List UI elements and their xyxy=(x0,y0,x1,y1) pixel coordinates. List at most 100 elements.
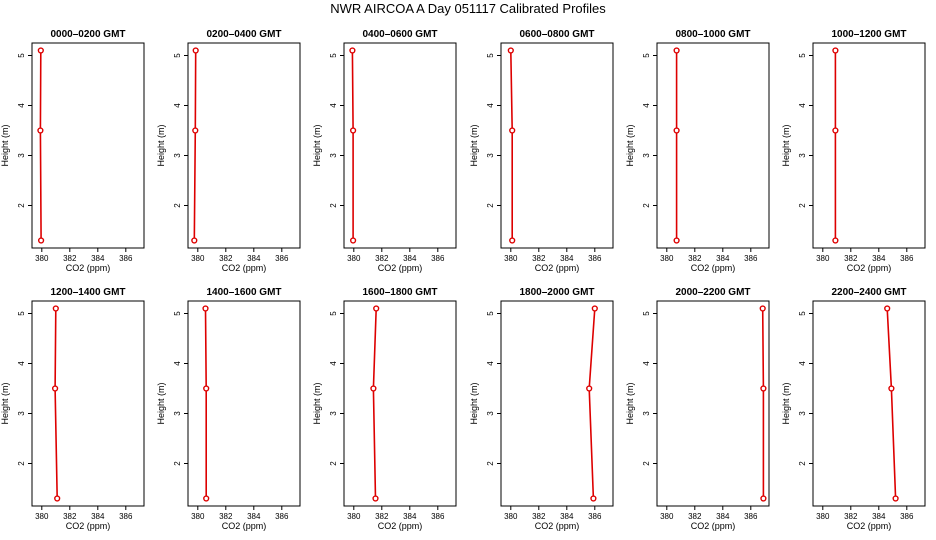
y-tick-label: 4 xyxy=(173,103,182,108)
y-tick-label: 3 xyxy=(329,153,338,158)
x-tick-label: 380 xyxy=(35,512,49,521)
y-tick-label: 5 xyxy=(173,311,182,316)
profile-point xyxy=(54,495,61,502)
profile-panel-11: 2000–2200 GMT 380 382 384 386 CO2 (ppm) 2 3 4 5 He… xyxy=(625,287,770,531)
y-tick-label: 5 xyxy=(798,311,807,316)
profile-point xyxy=(37,237,45,244)
profile-panel-9: 1600–1800 GMT 380 382 384 386 CO2 (ppm) 2 3 4 5 He… xyxy=(312,287,457,531)
y-tick-label: 5 xyxy=(642,53,651,58)
panel-title: 1400–1600 GMT xyxy=(206,287,281,298)
x-axis-label: CO2 (ppm) xyxy=(847,521,892,531)
profile-point xyxy=(760,385,767,392)
plot-frame xyxy=(500,42,614,249)
profile-line xyxy=(54,308,58,499)
plot-frame xyxy=(656,300,770,507)
profile-point xyxy=(509,237,516,244)
x-tick-label: 384 xyxy=(560,512,574,521)
y-tick-label: 4 xyxy=(486,361,495,366)
plot-frame xyxy=(343,42,457,249)
x-tick-label: 382 xyxy=(63,512,77,521)
profile-point xyxy=(832,237,839,244)
x-tick-label: 384 xyxy=(91,254,105,263)
x-tick-label: 384 xyxy=(403,254,417,263)
y-tick-label: 5 xyxy=(17,311,26,316)
y-axis-label: Height (m) xyxy=(781,124,791,166)
x-tick-label: 382 xyxy=(844,254,858,263)
x-tick-label: 386 xyxy=(275,254,289,263)
y-tick-label: 5 xyxy=(329,311,338,316)
x-tick-label: 384 xyxy=(247,254,261,263)
profile-point xyxy=(203,495,210,502)
profile-panel-1: 0000–0200 GMT 380 382 384 386 CO2 (ppm) 2 3 4 5 He… xyxy=(0,29,145,273)
profile-panel-3: 0400–0600 GMT 380 382 384 386 CO2 (ppm) 2 3 4 5 He… xyxy=(312,29,457,273)
y-tick-label: 4 xyxy=(642,361,651,366)
y-tick-label: 3 xyxy=(642,411,651,416)
y-tick-label: 2 xyxy=(329,203,338,208)
profile-point xyxy=(673,127,680,134)
x-tick-label: 380 xyxy=(504,254,518,263)
y-axis-label: Height (m) xyxy=(469,382,479,424)
profile-line xyxy=(39,50,42,241)
y-tick-label: 2 xyxy=(486,203,495,208)
profile-panel-4: 0600–0800 GMT 380 382 384 386 CO2 (ppm) 2 3 4 5 He… xyxy=(469,29,614,273)
x-tick-label: 386 xyxy=(431,254,445,263)
x-tick-label: 382 xyxy=(532,512,546,521)
profile-point xyxy=(373,305,380,312)
x-tick-label: 384 xyxy=(716,512,730,521)
y-tick-label: 3 xyxy=(486,411,495,416)
y-tick-label: 2 xyxy=(798,203,807,208)
y-tick-label: 2 xyxy=(642,203,651,208)
profile-line xyxy=(510,50,514,241)
profile-point xyxy=(673,47,680,54)
panel-title: 0000–0200 GMT xyxy=(50,29,125,40)
y-tick-label: 3 xyxy=(329,411,338,416)
plot-frame xyxy=(500,300,614,507)
plot-frame xyxy=(343,300,457,507)
x-axis-label: CO2 (ppm) xyxy=(847,263,892,273)
profile-point xyxy=(191,237,198,244)
x-tick-label: 386 xyxy=(431,512,445,521)
x-axis-label: CO2 (ppm) xyxy=(378,521,423,531)
x-tick-label: 380 xyxy=(191,254,205,263)
plot-frame xyxy=(812,42,926,249)
plot-frame xyxy=(31,42,145,249)
x-axis-label: CO2 (ppm) xyxy=(535,521,580,531)
x-tick-label: 384 xyxy=(716,254,730,263)
profile-point xyxy=(37,47,44,54)
x-tick-label: 384 xyxy=(247,512,261,521)
profile-point xyxy=(509,127,516,134)
profile-point xyxy=(590,495,597,502)
x-axis-label: CO2 (ppm) xyxy=(222,263,267,273)
x-tick-label: 382 xyxy=(688,512,702,521)
y-axis-label: Height (m) xyxy=(469,124,479,166)
y-axis-label: Height (m) xyxy=(625,124,635,166)
y-tick-label: 4 xyxy=(798,103,807,108)
profile-panel-5: 0800–1000 GMT 380 382 384 386 CO2 (ppm) 2 3 4 5 He… xyxy=(625,29,770,273)
y-tick-label: 4 xyxy=(329,361,338,366)
y-tick-label: 2 xyxy=(798,461,807,466)
y-tick-label: 3 xyxy=(798,411,807,416)
y-axis-label: Height (m) xyxy=(312,124,322,166)
figure-title: NWR AIRCOA A Day 051117 Calibrated Profi… xyxy=(330,1,606,16)
x-axis-label: CO2 (ppm) xyxy=(691,263,736,273)
y-tick-label: 3 xyxy=(642,153,651,158)
panel-title: 2000–2200 GMT xyxy=(675,287,750,298)
x-tick-label: 386 xyxy=(744,512,758,521)
profile-point xyxy=(52,305,59,312)
x-tick-label: 380 xyxy=(504,512,518,521)
x-tick-label: 380 xyxy=(191,512,205,521)
y-tick-label: 4 xyxy=(17,361,26,366)
y-tick-label: 5 xyxy=(173,53,182,58)
y-tick-label: 3 xyxy=(798,153,807,158)
y-axis-label: Height (m) xyxy=(625,382,635,424)
y-tick-label: 3 xyxy=(486,153,495,158)
x-axis-label: CO2 (ppm) xyxy=(66,521,111,531)
x-tick-label: 382 xyxy=(688,254,702,263)
y-tick-label: 5 xyxy=(798,53,807,58)
y-axis-label: Height (m) xyxy=(156,382,166,424)
profile-point xyxy=(192,47,199,54)
profile-line xyxy=(372,308,377,499)
y-tick-label: 2 xyxy=(173,461,182,466)
x-tick-label: 386 xyxy=(119,512,133,521)
